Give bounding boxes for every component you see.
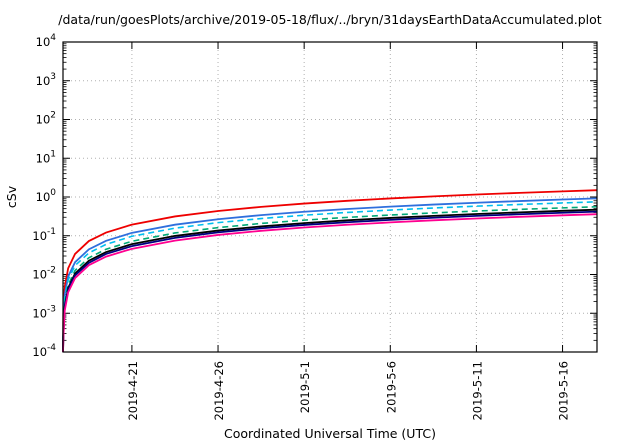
y-tick-label: 101 bbox=[36, 149, 56, 165]
series-line-red bbox=[62, 189, 598, 353]
x-tick-label: 2019-5-6 bbox=[384, 361, 398, 413]
series-line-green bbox=[62, 205, 598, 353]
plot-layer: 10-4 10-3 10-2 10-1 100 101 102 103 104 2019-4-21… bbox=[32, 33, 598, 421]
y-tick-label: 10-2 bbox=[32, 266, 56, 282]
chart-title: /data/run/goesPlots/archive/2019-05-18/f… bbox=[58, 12, 602, 27]
x-tick-label: 2019-4-21 bbox=[126, 361, 140, 421]
series-line-navy bbox=[62, 210, 598, 353]
x-tick-label: 2019-5-16 bbox=[557, 361, 571, 421]
y-tick-label: 104 bbox=[36, 33, 57, 49]
y-tick-label: 103 bbox=[36, 72, 56, 88]
y-tick-label: 100 bbox=[36, 188, 57, 204]
x-tick-label: 2019-4-26 bbox=[212, 361, 226, 421]
y-axis-label: cSv bbox=[4, 185, 19, 208]
x-tick-label: 2019-5-1 bbox=[298, 361, 312, 413]
x-tick-label: 2019-5-11 bbox=[470, 361, 484, 421]
x-axis-label: Coordinated Universal Time (UTC) bbox=[224, 426, 436, 441]
series-line-cyan bbox=[62, 201, 598, 353]
series-line-blue bbox=[62, 197, 598, 353]
y-tick-label: 10-3 bbox=[32, 304, 56, 320]
y-tick-label: 10-4 bbox=[32, 343, 56, 359]
y-tick-label: 10-1 bbox=[32, 227, 56, 243]
series-line-magenta bbox=[62, 213, 598, 353]
y-tick-label: 102 bbox=[36, 111, 56, 127]
plot-border bbox=[62, 41, 598, 353]
